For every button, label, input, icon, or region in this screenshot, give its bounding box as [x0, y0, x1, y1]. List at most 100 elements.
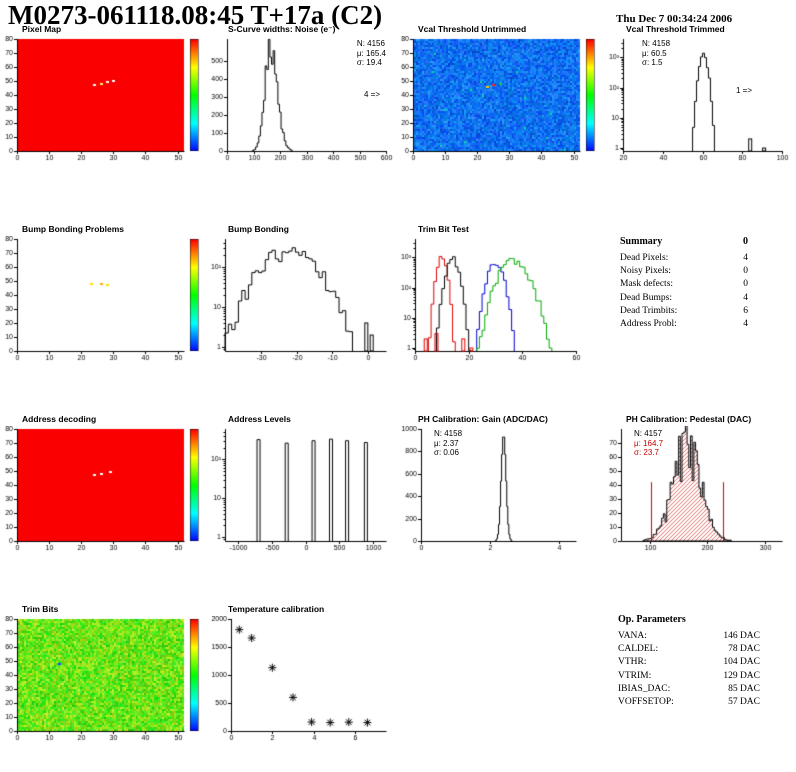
scurve-stat-sigma: σ: 19.4	[356, 58, 382, 67]
op-label: VANA:	[618, 631, 647, 641]
vcal-untrimmed-title: Vcal Threshold Untrimmed	[418, 24, 527, 34]
summary-value: 0	[743, 266, 748, 277]
scurve-stats-box: N: 4156 μ: 165.4 σ: 19.4	[357, 39, 386, 68]
summary-label: Dead Pixels:	[620, 253, 669, 263]
scurve-noise-title: S-Curve widths: Noise (e⁻)	[228, 24, 336, 34]
ph-pedestal-stat-sigma: σ: 23.7	[634, 448, 659, 457]
summary-row-noisy-pixels: Noisy Pixels: 0	[620, 265, 748, 278]
summary-row-dead-bumps: Dead Bumps: 4	[620, 292, 748, 305]
op-parameters-block: Op. Parameters VANA: 146 DAC CALDEL: 78 …	[618, 614, 760, 709]
panel-scurve-noise: S-Curve widths: Noise (e⁻) N: 4156 μ: 16…	[208, 24, 394, 164]
op-row-voffsetop: VOFFSETOP: 57 DAC	[618, 696, 760, 709]
temperature-calibration-scatter	[208, 616, 394, 744]
summary-total: 0	[743, 236, 748, 247]
bump-bonding-histogram	[208, 236, 394, 364]
pixel-map-title: Pixel Map	[22, 24, 62, 34]
ph-gain-histogram	[398, 426, 584, 554]
ph-pedestal-stat-mu: μ: 164.7	[634, 438, 664, 448]
panel-vcal-trimmed: Vcal Threshold Trimmed N: 4158 μ: 60.5 σ…	[606, 24, 790, 164]
trim-bit-test-title: Trim Bit Test	[418, 224, 469, 234]
scurve-stat-mu: μ: 165.4	[356, 48, 386, 58]
panel-pixel-map: Pixel Map	[2, 24, 208, 164]
summary-value: 4	[743, 319, 748, 330]
bump-bonding-problems-title: Bump Bonding Problems	[22, 224, 124, 234]
panel-bump-bonding: Bump Bonding	[208, 224, 394, 364]
vcal-trimmed-stat-sigma: σ: 1.5	[642, 58, 663, 67]
summary-row-address-probl: Address Probl: 4	[620, 318, 748, 331]
op-label: IBIAS_DAC:	[618, 683, 671, 694]
summary-header: Summary 0	[620, 236, 748, 247]
ph-gain-stat-sigma: σ: 0.06	[434, 448, 459, 457]
op-label: CALDEL:	[618, 644, 659, 655]
op-row-vtrim: VTRIM: 129 DAC	[618, 670, 760, 683]
op-value: 57 DAC	[728, 697, 760, 708]
summary-row-mask-defects: Mask defects: 0	[620, 278, 748, 291]
op-row-vthr: VTHR: 104 DAC	[618, 656, 760, 669]
panel-address-levels: Address Levels	[208, 414, 394, 554]
summary-label: Dead Bumps:	[620, 292, 672, 303]
vcal-trimmed-title: Vcal Threshold Trimmed	[626, 24, 725, 34]
ph-pedestal-title: PH Calibration: Pedestal (DAC)	[626, 414, 752, 424]
vcal-trimmed-histogram	[606, 36, 790, 164]
scurve-noise-histogram	[208, 36, 394, 164]
panel-trim-bit-test: Trim Bit Test	[398, 224, 584, 364]
panel-vcal-untrimmed: Vcal Threshold Untrimmed	[398, 24, 604, 164]
op-label: VTHR:	[618, 657, 647, 668]
scurve-overflow-note: 4 =>	[363, 90, 380, 99]
trim-bits-title: Trim Bits	[22, 604, 59, 614]
op-label: VTRIM:	[618, 670, 652, 681]
scurve-stat-n: N: 4156	[356, 39, 385, 48]
summary-label: Noisy Pixels:	[620, 266, 671, 277]
panel-ph-pedestal: PH Calibration: Pedestal (DAC) N: 4157 μ…	[606, 414, 790, 554]
ph-gain-title: PH Calibration: Gain (ADC/DAC)	[418, 414, 548, 424]
op-row-caldel: CALDEL: 78 DAC	[618, 643, 760, 656]
summary-value: 4	[743, 253, 748, 263]
ph-gain-stats-box: N: 4158 μ: 2.37 σ: 0.06	[434, 429, 462, 458]
trim-bit-test-histogram	[398, 236, 584, 364]
op-value: 85 DAC	[728, 683, 760, 694]
address-decoding-heatmap	[2, 426, 208, 554]
address-decoding-title: Address decoding	[22, 414, 97, 424]
summary-label: Dead Trimbits:	[620, 305, 678, 316]
op-parameters-title: Op. Parameters	[618, 614, 686, 625]
summary-title: Summary	[620, 236, 663, 247]
op-value: 146 DAC	[723, 631, 760, 641]
summary-row-dead-pixels: Dead Pixels: 4	[620, 252, 748, 265]
pixel-map-heatmap	[2, 36, 208, 164]
op-parameters-header: Op. Parameters	[618, 614, 760, 625]
temperature-calibration-title: Temperature calibration	[228, 604, 325, 614]
summary-label: Mask defects:	[620, 279, 674, 290]
op-value: 129 DAC	[723, 670, 760, 681]
address-levels-histogram	[208, 426, 394, 554]
summary-value: 0	[743, 279, 748, 290]
summary-row-dead-trimbits: Dead Trimbits: 6	[620, 305, 748, 318]
report-datetime: Thu Dec 7 00:34:24 2006	[616, 13, 733, 25]
ph-gain-stat-mu: μ: 2.37	[434, 438, 459, 448]
panel-trim-bits: Trim Bits	[2, 604, 208, 744]
op-value: 78 DAC	[728, 644, 760, 655]
vcal-trimmed-overflow-note: 1 =>	[735, 86, 752, 95]
ph-pedestal-stat-n: N: 4157	[634, 429, 663, 438]
panel-ph-gain: PH Calibration: Gain (ADC/DAC) N: 4158 μ…	[398, 414, 584, 554]
summary-value: 4	[743, 292, 748, 303]
summary-label: Address Probl:	[620, 319, 677, 330]
summary-value: 6	[743, 305, 748, 316]
vcal-untrimmed-heatmap	[398, 36, 604, 164]
vcal-trimmed-stats-box: N: 4158 μ: 60.5 σ: 1.5	[642, 39, 670, 68]
report-title: M0273-061118.08:45 T+17a (C2)	[8, 0, 383, 30]
ph-gain-stat-n: N: 4158	[434, 429, 463, 438]
op-label: VOFFSETOP:	[618, 697, 674, 708]
panel-temperature-calibration: Temperature calibration	[208, 604, 394, 744]
vcal-trimmed-stat-mu: μ: 60.5	[642, 48, 667, 58]
op-row-ibias: IBIAS_DAC: 85 DAC	[618, 683, 760, 696]
panel-bump-bonding-problems: Bump Bonding Problems	[2, 224, 208, 364]
trim-bits-heatmap	[2, 616, 208, 744]
vcal-trimmed-stat-n: N: 4158	[642, 39, 671, 48]
ph-pedestal-histogram	[606, 426, 790, 554]
panel-address-decoding: Address decoding	[2, 414, 208, 554]
summary-block: Summary 0 Dead Pixels: 4 Noisy Pixels: 0…	[620, 236, 748, 331]
bump-bonding-problems-map	[2, 236, 208, 364]
ph-pedestal-stats-box: N: 4157 μ: 164.7 σ: 23.7	[634, 429, 663, 458]
op-value: 104 DAC	[723, 657, 760, 668]
